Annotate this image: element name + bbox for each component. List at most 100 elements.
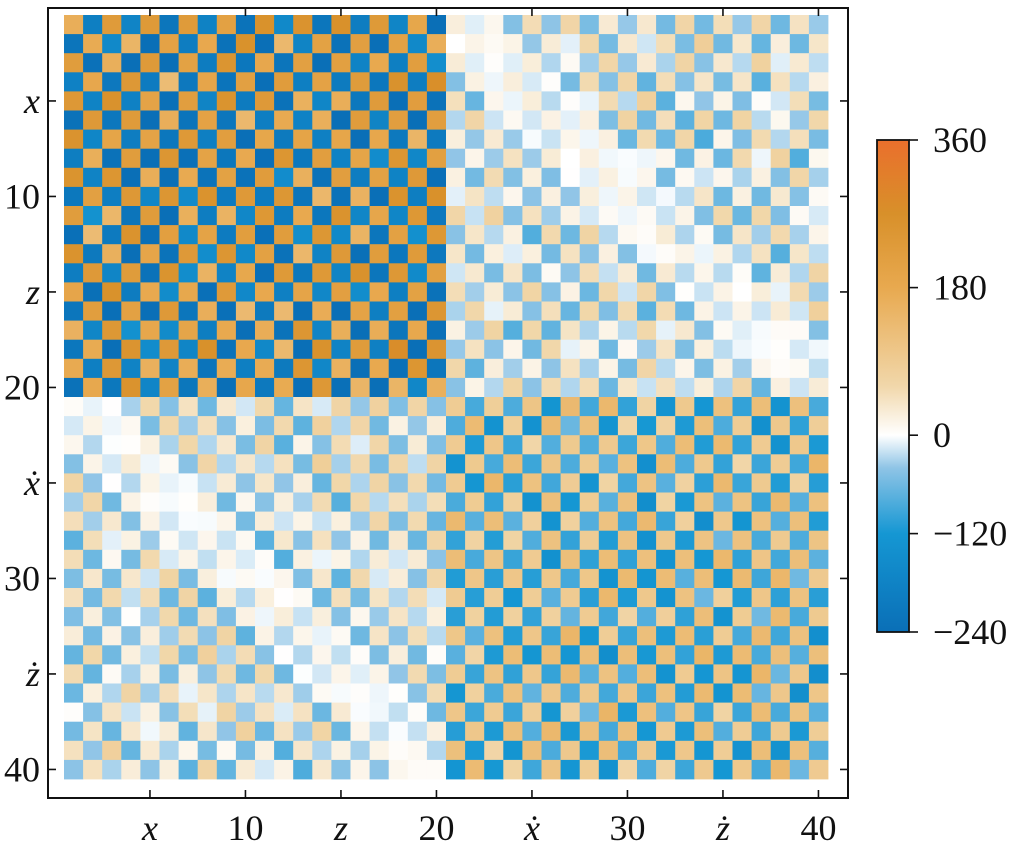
heatmap-cell [598,167,619,188]
heatmap-cell [197,91,218,111]
heatmap-cell [388,129,409,150]
heatmap-cell [64,721,84,742]
heatmap-cell [331,759,351,780]
heatmap-cell [675,740,695,761]
heatmap-cell [579,626,600,646]
heatmap-cell [83,53,103,73]
heatmap-cell [808,301,829,321]
heatmap-cell [426,530,447,551]
heatmap-cell [808,148,829,169]
heatmap-cell [465,167,485,188]
heatmap-cell [808,282,829,302]
heatmap-cell [560,167,581,188]
heatmap-cell [732,301,752,321]
heatmap-cell [178,759,199,780]
heatmap-cell [579,148,600,169]
heatmap-cell [388,626,409,646]
heatmap-cell [656,358,676,379]
heatmap-cell [312,492,332,512]
heatmap-cell [83,320,103,341]
heatmap-cell [64,568,84,589]
heatmap-cell [102,301,122,321]
heatmap-cell [598,416,619,436]
heatmap-cell [484,186,504,207]
heatmap-cell [484,721,504,742]
heatmap-cell [64,435,84,455]
heatmap-cell [465,454,485,474]
heatmap-cell [637,416,657,436]
heatmap-cell [255,167,275,188]
heatmap-cell [331,225,351,245]
heatmap-cell [579,397,600,417]
heatmap-cell [713,683,733,703]
heatmap-cell [560,377,581,398]
heatmap-cell [293,91,313,111]
heatmap-cell [541,15,561,35]
heatmap-cell [522,225,542,245]
heatmap-cell [522,91,542,111]
heatmap-cell [121,72,141,92]
heatmap-cell [312,206,332,226]
heatmap-cell [808,549,829,570]
heatmap-cell [579,645,600,665]
heatmap-cell [369,53,390,73]
heatmap-cell [579,721,600,742]
heatmap-cell [331,664,351,684]
heatmap-cell [274,53,294,73]
heatmap-cell [312,53,332,73]
heatmap-cell [694,377,714,398]
heatmap-cell [274,664,294,684]
heatmap-cell [407,530,428,551]
heatmap-cell [637,34,657,54]
heatmap-cell [274,244,294,264]
heatmap-cell [465,702,485,723]
heatmap-cell [694,588,714,608]
heatmap-cell [64,607,84,627]
heatmap-cell [102,15,122,35]
heatmap-cell [789,263,810,283]
heatmap-cell [140,129,160,150]
heatmap-cell [426,607,447,627]
heatmap-cell [694,339,714,360]
heatmap-cell [637,301,657,321]
heatmap-cell [713,511,733,532]
heatmap-cell [197,186,218,207]
heatmap-cell [446,454,466,474]
heatmap-cell [465,530,485,551]
heatmap-cell [617,435,638,455]
heatmap-cell [350,492,370,512]
heatmap-cell [159,607,179,627]
heatmap-cell [713,34,733,54]
heatmap-cell [64,740,84,761]
heatmap-cell [407,282,428,302]
heatmap-cell [197,301,218,321]
heatmap-cell [732,721,752,742]
heatmap-cell [216,454,237,474]
heatmap-cell [293,339,313,360]
heatmap-cell [732,588,752,608]
heatmap-cell [312,91,332,111]
heatmap-cell [789,626,810,646]
heatmap-cell [789,645,810,665]
heatmap-cell [369,473,390,493]
heatmap-cell [713,167,733,188]
heatmap-cell [541,435,561,455]
heatmap-cell [579,568,600,589]
heatmap-cell [446,511,466,532]
heatmap-cell [121,358,141,379]
heatmap-cell [83,377,103,398]
heatmap-cell [312,34,332,54]
heatmap-cell [617,568,638,589]
heatmap-cell [617,549,638,570]
heatmap-cell [598,186,619,207]
heatmap-cell [522,282,542,302]
heatmap-cell [121,721,141,742]
heatmap-cell [140,397,160,417]
heatmap-cell [446,339,466,360]
heatmap-cell [713,721,733,742]
heatmap-cell [617,186,638,207]
heatmap-cell [656,148,676,169]
heatmap-cell [541,167,561,188]
heatmap-cell [293,454,313,474]
heatmap-cell [407,148,428,169]
